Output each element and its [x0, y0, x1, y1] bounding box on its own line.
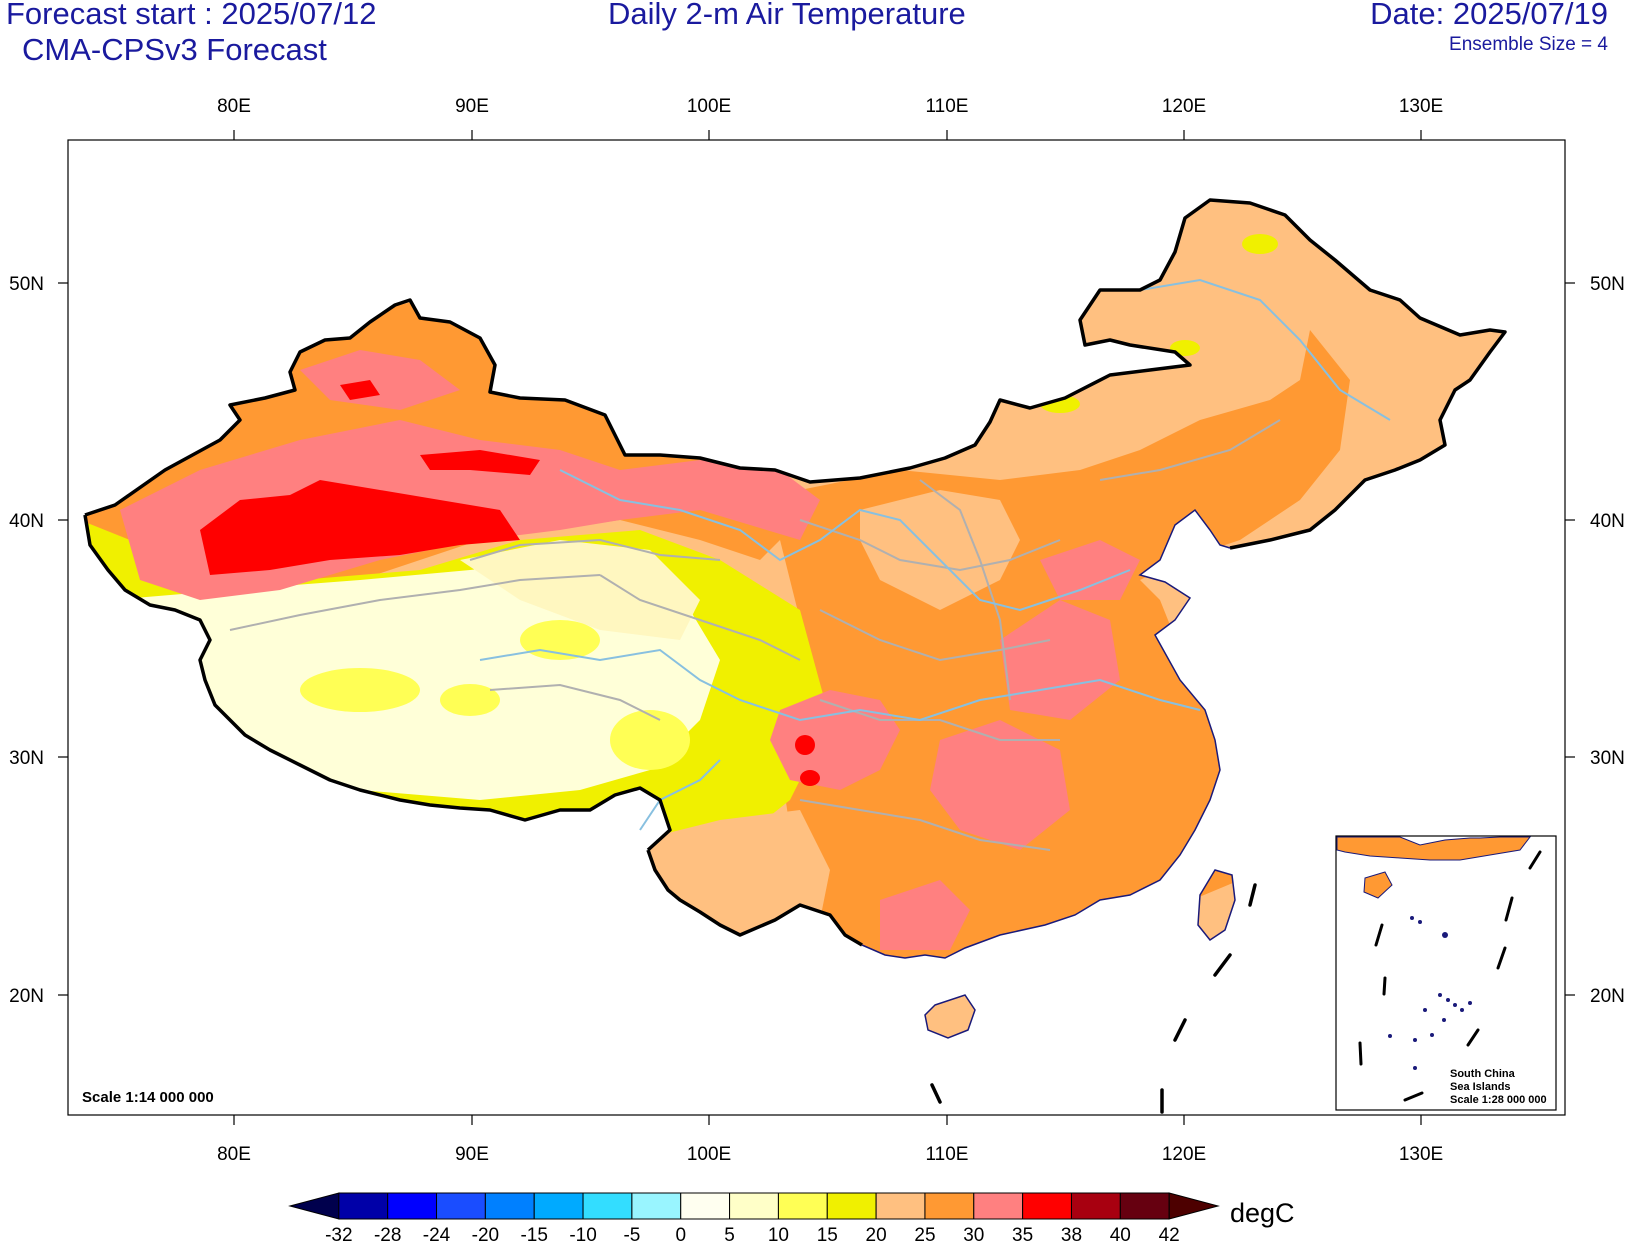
model-label: CMA-CPSv3 Forecast — [22, 32, 327, 67]
lat-labels-right: 50N 40N 30N 20N — [1590, 274, 1625, 1007]
inset-boundary-dashes — [1358, 850, 1542, 1102]
lon-labels-top: 80E 90E 100E 110E 120E 130E — [217, 96, 1443, 117]
lat-label: 50N — [1590, 274, 1625, 295]
colorbar-swatch — [924, 1192, 975, 1220]
colorbar-tick-label: 20 — [866, 1225, 887, 1241]
lon-labels-bottom: 80E 90E 100E 110E 120E 130E — [217, 1144, 1443, 1165]
colorbar-tick-label: 15 — [817, 1225, 838, 1241]
chart-title: Daily 2-m Air Temperature — [608, 0, 966, 31]
inset-islands — [1388, 916, 1472, 1070]
lat-label: 30N — [1590, 748, 1625, 769]
colorbar-swatch — [973, 1192, 1024, 1220]
lon-label: 110E — [926, 1144, 969, 1165]
colorbar-swatch — [338, 1192, 389, 1220]
inset-label-line1: South China — [1450, 1068, 1516, 1080]
inset-label-line2: Sea Islands — [1450, 1081, 1511, 1093]
inset-label-line3: Scale 1:28 000 000 — [1450, 1094, 1547, 1106]
maritime-boundary-dashes — [930, 883, 1257, 1114]
colorbar-tick-label: 38 — [1061, 1225, 1082, 1241]
colorbar-tick-label: -24 — [423, 1225, 451, 1241]
lat-label: 20N — [9, 986, 44, 1007]
colorbar-swatch — [826, 1192, 877, 1220]
lon-label: 110E — [926, 96, 969, 117]
coastline — [861, 508, 1236, 1039]
lon-label: 100E — [687, 1144, 731, 1165]
colorbar-swatch — [729, 1192, 779, 1220]
axis-ticks — [58, 130, 1575, 1125]
lon-label: 120E — [1162, 1144, 1206, 1165]
colorbar-tick-label: 35 — [1012, 1225, 1033, 1241]
colorbar: -32 -28 -24 -20 -15 -10 -5 0 5 10 15 20 25 30 35 38 40 42 — [288, 1192, 1220, 1241]
colorbar-swatch — [1070, 1192, 1121, 1220]
colorbar-swatch — [533, 1192, 584, 1220]
colorbar-swatch — [484, 1192, 535, 1220]
colorbar-swatch — [436, 1192, 486, 1220]
lon-label: 80E — [217, 1144, 251, 1165]
colorbar-swatch — [680, 1192, 731, 1220]
lon-label: 120E — [1162, 96, 1206, 117]
colorbar-swatch — [1119, 1192, 1170, 1220]
colorbar-swatch — [1022, 1192, 1072, 1220]
lon-label: 90E — [455, 96, 489, 117]
colorbar-tick-label: 5 — [724, 1225, 735, 1241]
colorbar-swatch — [631, 1192, 682, 1220]
scale-label: Scale 1:14 000 000 — [82, 1089, 214, 1106]
colorbar-swatch — [582, 1192, 633, 1220]
colorbar-tick-label: 30 — [963, 1225, 984, 1241]
lat-labels-left: 50N 40N 30N 20N — [9, 274, 44, 1007]
lon-label: 100E — [687, 96, 731, 117]
lat-label: 40N — [9, 511, 44, 532]
colorbar-swatch — [875, 1192, 926, 1220]
colorbar-swatch — [387, 1192, 438, 1220]
lon-label: 130E — [1399, 1144, 1443, 1165]
colorbar-tick-label: 42 — [1159, 1225, 1180, 1241]
colorbar-arrow-low — [288, 1192, 340, 1220]
colorbar-tick-label: 10 — [768, 1225, 789, 1241]
colorbar-tick-label: 25 — [914, 1225, 935, 1241]
colorbar-tick-label: -5 — [623, 1225, 640, 1241]
colorbar-unit-label: degC — [1230, 1198, 1295, 1228]
rivers — [479, 278, 1391, 831]
ensemble-size-label: Ensemble Size = 4 — [1449, 34, 1608, 55]
lat-label: 20N — [1590, 986, 1625, 1007]
colorbar-tick-label: 40 — [1110, 1225, 1131, 1241]
country-border — [83, 198, 1507, 947]
colorbar-tick-label: -32 — [325, 1225, 352, 1241]
province-borders — [229, 419, 1281, 851]
colorbar-tick-label: 0 — [675, 1225, 686, 1241]
south-china-sea-inset: South China Sea Islands Scale 1:28 000 0… — [1335, 835, 1557, 1111]
date-label: Date: 2025/07/19 — [1370, 0, 1608, 31]
lon-label: 90E — [455, 1144, 489, 1165]
colorbar-tick-label: -15 — [520, 1225, 547, 1241]
lat-label: 40N — [1590, 511, 1625, 532]
lat-label: 30N — [9, 748, 44, 769]
lon-label: 130E — [1399, 96, 1443, 117]
colorbar-tick-label: -28 — [374, 1225, 401, 1241]
colorbar-tick-label: -10 — [569, 1225, 596, 1241]
colorbar-arrow-high — [1168, 1192, 1220, 1220]
forecast-start-label: Forecast start : 2025/07/12 — [6, 0, 377, 31]
lon-label: 80E — [217, 96, 251, 117]
colorbar-tick-label: -20 — [472, 1225, 499, 1241]
lat-label: 50N — [9, 274, 44, 295]
colorbar-swatch — [777, 1192, 828, 1220]
